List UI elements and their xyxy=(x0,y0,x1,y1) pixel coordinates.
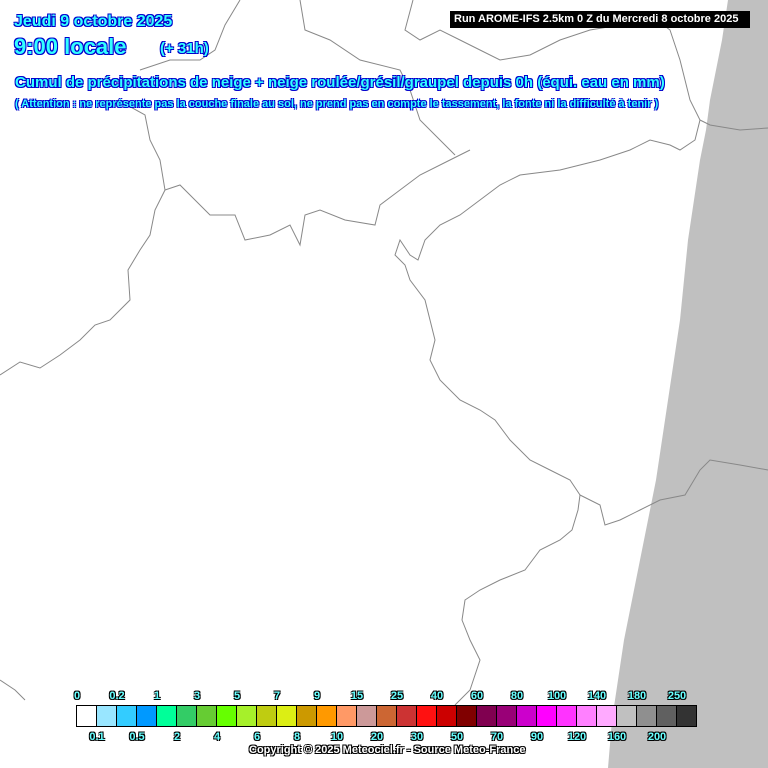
forecast-date: Jeudi 9 octobre 2025 xyxy=(14,13,173,30)
legend-label-top: 25 xyxy=(390,690,404,702)
lead-time: (+ 31h) xyxy=(160,40,209,57)
legend-swatch xyxy=(197,706,217,726)
legend-swatch xyxy=(637,706,657,726)
legend-label-top: 180 xyxy=(627,690,647,702)
legend-swatch xyxy=(397,706,417,726)
legend-label-top: 40 xyxy=(430,690,444,702)
legend-label-top: 0 xyxy=(73,690,81,702)
legend-label-top: 5 xyxy=(233,690,241,702)
legend-swatch xyxy=(77,706,97,726)
legend-label-bottom: 0.1 xyxy=(89,731,105,743)
legend-swatch xyxy=(257,706,277,726)
legend-swatch xyxy=(237,706,257,726)
legend-label-bottom: 120 xyxy=(567,731,587,743)
legend-label-bottom: 4 xyxy=(213,731,221,743)
legend-label-top: 250 xyxy=(667,690,687,702)
legend-swatch xyxy=(337,706,357,726)
map-note: ( Attention : ne représente pas la couch… xyxy=(15,98,659,110)
legend-swatch xyxy=(537,706,557,726)
legend-label-bottom: 160 xyxy=(607,731,627,743)
legend-swatch xyxy=(457,706,477,726)
legend-label-top: 140 xyxy=(587,690,607,702)
legend-label-bottom: 50 xyxy=(450,731,464,743)
legend-swatch xyxy=(437,706,457,726)
legend-label-top: 3 xyxy=(193,690,201,702)
legend-label-top: 15 xyxy=(350,690,364,702)
legend-label-bottom: 10 xyxy=(330,731,344,743)
legend-label-top: 0.2 xyxy=(109,690,125,702)
legend-swatch xyxy=(497,706,517,726)
legend-colorbar xyxy=(76,705,697,727)
legend-swatch xyxy=(137,706,157,726)
legend-label-top: 1 xyxy=(153,690,161,702)
legend-swatch xyxy=(657,706,677,726)
legend-swatch xyxy=(217,706,237,726)
legend-swatch xyxy=(97,706,117,726)
legend-swatch xyxy=(177,706,197,726)
legend-label-bottom: 2 xyxy=(173,731,181,743)
legend-swatch xyxy=(477,706,497,726)
legend-label-top: 80 xyxy=(510,690,524,702)
copyright: Copyright © 2025 Meteociel.fr - Source M… xyxy=(249,744,526,756)
legend-label-top: 60 xyxy=(470,690,484,702)
legend-swatch xyxy=(677,706,696,726)
legend-swatch xyxy=(617,706,637,726)
run-info: Run AROME-IFS 2.5km 0 Z du Mercredi 8 oc… xyxy=(450,11,750,28)
legend-label-bottom: 90 xyxy=(530,731,544,743)
legend-label-top: 100 xyxy=(547,690,567,702)
legend-label-bottom: 70 xyxy=(490,731,504,743)
out-of-domain-area xyxy=(608,0,768,768)
legend-swatch xyxy=(297,706,317,726)
legend-label-top: 7 xyxy=(273,690,281,702)
legend-label-bottom: 30 xyxy=(410,731,424,743)
legend-swatch xyxy=(357,706,377,726)
legend-swatch xyxy=(557,706,577,726)
legend-label-top: 9 xyxy=(313,690,321,702)
legend-label-bottom: 20 xyxy=(370,731,384,743)
legend-label-bottom: 6 xyxy=(253,731,261,743)
legend-swatch xyxy=(277,706,297,726)
legend-swatch xyxy=(417,706,437,726)
legend-swatch xyxy=(597,706,617,726)
legend-swatch xyxy=(117,706,137,726)
forecast-hour: 9:00 locale xyxy=(14,34,127,59)
legend-label-bottom: 0.5 xyxy=(129,731,145,743)
legend-swatch xyxy=(517,706,537,726)
map-title: Cumul de précipitations de neige + neige… xyxy=(15,74,665,91)
legend-swatch xyxy=(377,706,397,726)
legend-label-bottom: 8 xyxy=(293,731,301,743)
legend-swatch xyxy=(577,706,597,726)
legend-swatch xyxy=(317,706,337,726)
legend-swatch xyxy=(157,706,177,726)
legend-label-bottom: 200 xyxy=(647,731,667,743)
